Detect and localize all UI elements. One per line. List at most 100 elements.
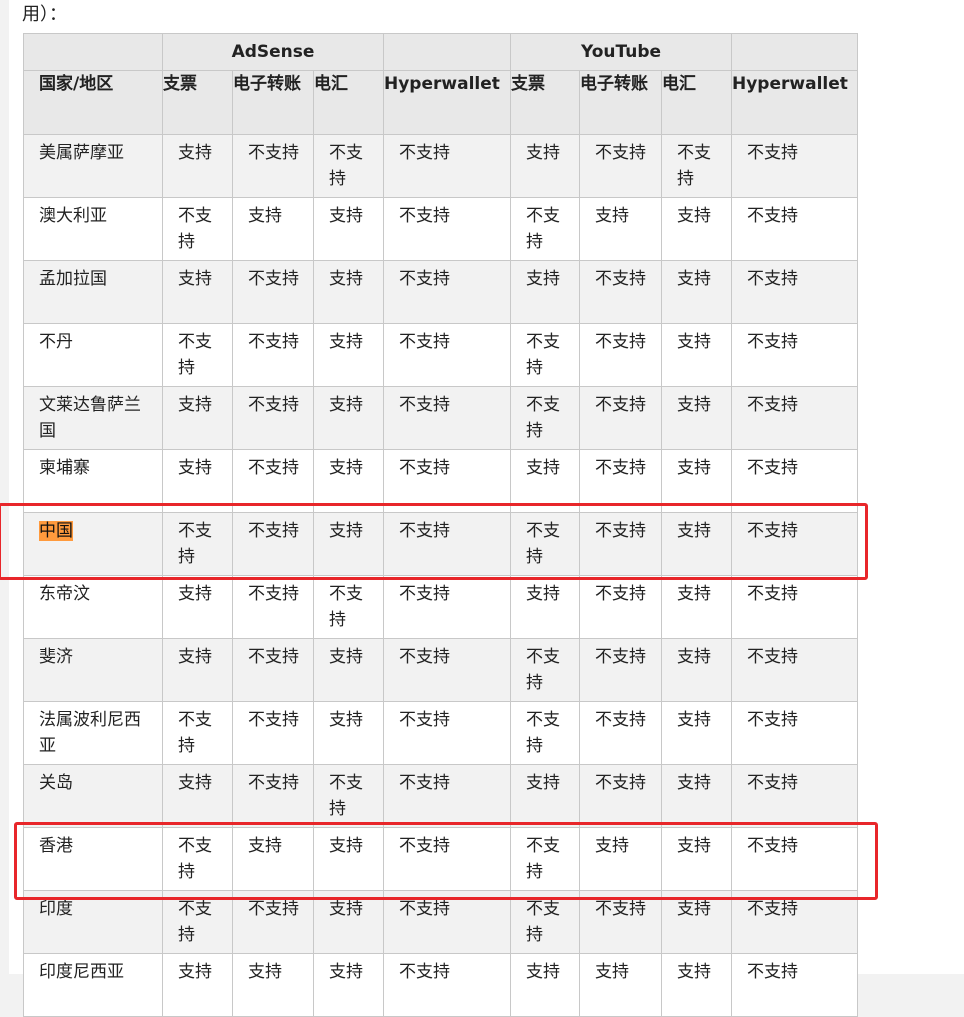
table-row: 孟加拉国 支持 不支持 支持 不支持 支持 不支持 支持 不支持	[23, 260, 858, 324]
table-row: 柬埔寨 支持 不支持 支持 不支持 支持 不支持 支持 不支持	[23, 449, 858, 513]
table-row: 美属萨摩亚 支持 不支持 不支持 不支持 支持 不支持 不支持 不支持	[23, 134, 858, 198]
wire-cell: 支持	[313, 701, 384, 765]
hyperwallet-cell: 不支持	[731, 764, 858, 828]
hyperwallet-cell: 不支持	[383, 575, 511, 639]
hyperwallet-cell: 不支持	[383, 512, 511, 576]
eft-cell: 不支持	[232, 638, 314, 702]
eft-cell: 不支持	[579, 890, 662, 954]
wire-cell: 支持	[661, 890, 732, 954]
wire-cell: 支持	[313, 953, 384, 1017]
hyperwallet-cell: 不支持	[383, 890, 511, 954]
table-row: 文莱达鲁萨兰国 支持 不支持 支持 不支持 不支持 不支持 支持 不支持	[23, 386, 858, 450]
column-header-check: 支票	[162, 70, 233, 135]
country-cell: 东帝汶	[23, 575, 163, 639]
eft-cell: 不支持	[232, 575, 314, 639]
check-cell: 支持	[162, 575, 233, 639]
check-cell: 支持	[162, 638, 233, 702]
country-cell: 法属波利尼西亚	[23, 701, 163, 765]
hyperwallet-cell: 不支持	[383, 827, 511, 891]
table-row: 东帝汶 支持 不支持 不支持 不支持 支持 不支持 支持 不支持	[23, 575, 858, 639]
eft-cell: 不支持	[579, 260, 662, 324]
check-cell: 不支持	[162, 323, 233, 387]
eft-cell: 不支持	[232, 134, 314, 198]
wire-cell: 支持	[313, 386, 384, 450]
group-header-blank	[731, 33, 858, 71]
hyperwallet-cell: 不支持	[383, 260, 511, 324]
hyperwallet-cell: 不支持	[731, 386, 858, 450]
wire-cell: 支持	[313, 449, 384, 513]
eft-cell: 不支持	[232, 386, 314, 450]
table-row: 印度尼西亚 支持 支持 支持 不支持 支持 支持 支持 不支持	[23, 953, 858, 1017]
eft-cell: 不支持	[232, 260, 314, 324]
check-cell: 不支持	[510, 701, 580, 765]
eft-cell: 不支持	[579, 575, 662, 639]
eft-cell: 不支持	[579, 764, 662, 828]
check-cell: 支持	[162, 386, 233, 450]
eft-cell: 支持	[232, 197, 314, 261]
column-header-eft: 电子转账	[579, 70, 662, 135]
check-cell: 支持	[162, 260, 233, 324]
check-cell: 不支持	[510, 386, 580, 450]
table-row: 印度 不支持 不支持 支持 不支持 不支持 不支持 支持 不支持	[23, 890, 858, 954]
column-header-country: 国家/地区	[23, 70, 163, 135]
check-cell: 不支持	[510, 890, 580, 954]
hyperwallet-cell: 不支持	[383, 386, 511, 450]
check-cell: 不支持	[510, 323, 580, 387]
hyperwallet-cell: 不支持	[383, 449, 511, 513]
column-header-hyperwallet: Hyperwallet	[731, 70, 858, 135]
table-row: 中国 不支持 不支持 支持 不支持 不支持 不支持 支持 不支持	[23, 512, 858, 576]
wire-cell: 支持	[661, 701, 732, 765]
country-cell: 文莱达鲁萨兰国	[23, 386, 163, 450]
check-cell: 支持	[510, 953, 580, 1017]
country-cell: 澳大利亚	[23, 197, 163, 261]
check-cell: 支持	[162, 764, 233, 828]
hyperwallet-cell: 不支持	[731, 827, 858, 891]
wire-cell: 支持	[661, 197, 732, 261]
eft-cell: 不支持	[579, 638, 662, 702]
wire-cell: 支持	[661, 323, 732, 387]
check-cell: 不支持	[162, 197, 233, 261]
check-cell: 支持	[510, 764, 580, 828]
wire-cell: 支持	[313, 323, 384, 387]
table-row: 不丹 不支持 不支持 支持 不支持 不支持 不支持 支持 不支持	[23, 323, 858, 387]
column-header-eft: 电子转账	[232, 70, 314, 135]
payment-methods-table: AdSense YouTube 国家/地区 支票 电子转账 电汇 Hyperwa…	[23, 33, 858, 1017]
wire-cell: 支持	[661, 386, 732, 450]
country-cell: 印度尼西亚	[23, 953, 163, 1017]
wire-cell: 支持	[661, 764, 732, 828]
check-cell: 不支持	[162, 701, 233, 765]
check-cell: 不支持	[162, 827, 233, 891]
group-header-adsense: AdSense	[162, 33, 384, 71]
column-header-wire: 电汇	[313, 70, 384, 135]
hyperwallet-cell: 不支持	[731, 260, 858, 324]
table-row: 关岛 支持 不支持 不支持 不支持 支持 不支持 支持 不支持	[23, 764, 858, 828]
check-cell: 支持	[162, 134, 233, 198]
table-row: 法属波利尼西亚 不支持 不支持 支持 不支持 不支持 不支持 支持 不支持	[23, 701, 858, 765]
table-row: 香港 不支持 支持 支持 不支持 不支持 支持 支持 不支持	[23, 827, 858, 891]
wire-cell: 支持	[661, 827, 732, 891]
country-cell: 中国	[23, 512, 163, 576]
table-body: 美属萨摩亚 支持 不支持 不支持 不支持 支持 不支持 不支持 不支持 澳大利亚 不支持 支持 支持 不支…	[23, 134, 858, 1017]
check-cell: 不支持	[510, 827, 580, 891]
country-cell: 孟加拉国	[23, 260, 163, 324]
country-cell: 美属萨摩亚	[23, 134, 163, 198]
hyperwallet-cell: 不支持	[731, 953, 858, 1017]
eft-cell: 不支持	[579, 134, 662, 198]
hyperwallet-cell: 不支持	[731, 638, 858, 702]
wire-cell: 不支持	[313, 764, 384, 828]
eft-cell: 不支持	[232, 512, 314, 576]
country-cell: 斐济	[23, 638, 163, 702]
wire-cell: 支持	[661, 260, 732, 324]
check-cell: 支持	[510, 575, 580, 639]
group-header-blank	[23, 33, 163, 71]
eft-cell: 不支持	[579, 449, 662, 513]
check-cell: 支持	[162, 449, 233, 513]
eft-cell: 不支持	[232, 323, 314, 387]
hyperwallet-cell: 不支持	[731, 575, 858, 639]
hyperwallet-cell: 不支持	[731, 197, 858, 261]
hyperwallet-cell: 不支持	[731, 134, 858, 198]
hyperwallet-cell: 不支持	[383, 953, 511, 1017]
eft-cell: 不支持	[579, 323, 662, 387]
hyperwallet-cell: 不支持	[383, 323, 511, 387]
wire-cell: 支持	[661, 575, 732, 639]
